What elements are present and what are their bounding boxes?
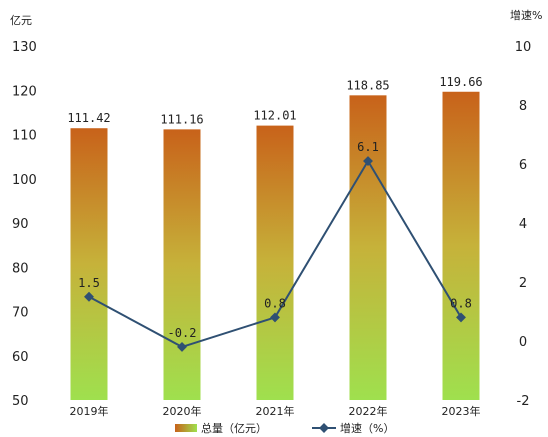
category-axis-labels: 2019年 2020年 2021年 2022年 2023年: [70, 404, 481, 418]
bar: [256, 125, 294, 401]
legend-line-label: 增速（%）: [340, 421, 394, 435]
line-value-label: -0.2: [168, 326, 197, 340]
bar: [349, 95, 387, 401]
right-tick-label: 8: [519, 99, 527, 114]
right-tick-label: -2: [517, 394, 530, 409]
left-tick-label: 50: [12, 394, 29, 409]
left-tick-label: 60: [12, 350, 29, 365]
bar: [70, 128, 108, 401]
left-tick-label: 100: [12, 173, 37, 188]
left-axis-ticks: 130 120 110 100 90 80 70 60 50: [12, 40, 37, 409]
left-axis-unit: 亿元: [10, 14, 32, 27]
right-axis-unit: 增速%: [510, 8, 542, 22]
left-tick-label: 120: [12, 84, 37, 99]
bar: [163, 129, 201, 400]
bar: [442, 91, 480, 400]
category-label: 2022年: [349, 404, 388, 418]
category-label: 2019年: [70, 404, 109, 418]
legend: 总量（亿元） 增速（%）: [175, 421, 394, 435]
category-label: 2023年: [442, 404, 481, 418]
bar-value-label: 111.42: [67, 111, 110, 125]
left-tick-label: 90: [12, 217, 29, 232]
right-axis-ticks: 10 8 6 4 2 0 -2: [515, 40, 532, 409]
legend-bar-label: 总量（亿元）: [201, 421, 267, 435]
line-data-labels: 1.5 -0.2 0.8 6.1 0.8: [78, 140, 472, 340]
line-value-label: 6.1: [357, 140, 379, 154]
line-point: [363, 156, 373, 166]
right-tick-label: 6: [519, 158, 527, 173]
right-tick-label: 0: [519, 335, 527, 350]
line-value-label: 0.8: [450, 296, 472, 310]
line-point: [270, 312, 280, 323]
left-tick-label: 110: [12, 129, 37, 144]
line-value-label: 1.5: [78, 276, 100, 290]
left-tick-label: 80: [12, 261, 29, 276]
right-tick-label: 2: [519, 276, 527, 291]
right-tick-label: 10: [515, 40, 532, 55]
bar-value-label: 111.16: [160, 112, 203, 126]
right-tick-label: 4: [519, 217, 527, 232]
bar-value-label: 112.01: [253, 109, 296, 123]
legend-bar-swatch: [175, 424, 197, 432]
bar-data-labels: 111.42 111.16 112.01 118.85 119.66: [67, 75, 482, 127]
category-label: 2020年: [163, 404, 202, 418]
left-tick-label: 70: [12, 306, 29, 321]
line-point: [177, 341, 187, 352]
line-point: [456, 312, 466, 323]
bar-series: [70, 91, 480, 401]
line-value-label: 0.8: [264, 296, 286, 310]
category-label: 2021年: [256, 404, 295, 418]
bar-value-label: 118.85: [346, 78, 389, 92]
legend-line-marker: [319, 423, 329, 433]
bar-value-label: 119.66: [439, 75, 482, 89]
left-tick-label: 130: [12, 40, 37, 55]
